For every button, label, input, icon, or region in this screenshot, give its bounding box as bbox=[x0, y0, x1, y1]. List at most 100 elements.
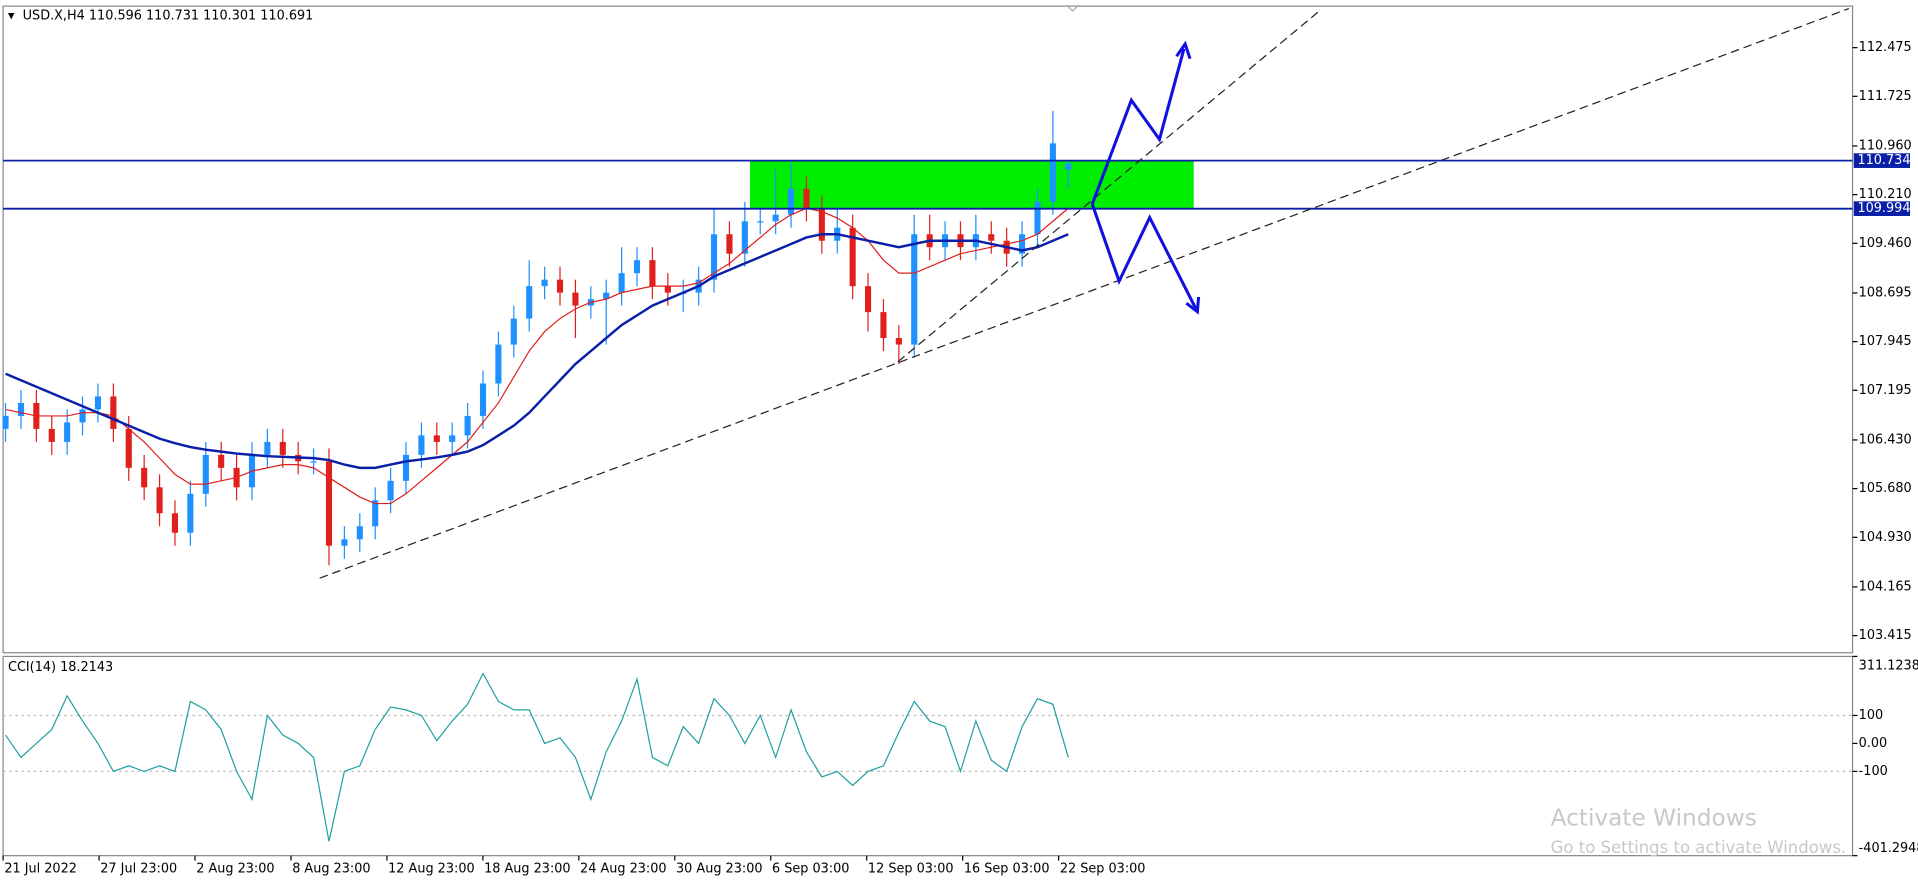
cci-line bbox=[5, 672, 1069, 842]
candle-body bbox=[495, 344, 502, 384]
candle-body bbox=[218, 454, 225, 468]
trend-line bbox=[897, 9, 1322, 363]
candle-body bbox=[664, 286, 671, 293]
candle-body bbox=[141, 467, 148, 488]
drawings bbox=[319, 4, 1850, 579]
main-panel bbox=[2, 5, 1854, 654]
level-label: 109.994 bbox=[1857, 201, 1910, 216]
candle-body bbox=[479, 383, 487, 416]
candle-body bbox=[633, 260, 641, 274]
candle-body bbox=[48, 428, 55, 442]
watermark-subtitle: Go to Settings to activate Windows. bbox=[1551, 838, 1847, 857]
candle-body bbox=[1065, 163, 1072, 170]
watermark-title: Activate Windows bbox=[1551, 804, 1757, 831]
candle-body bbox=[433, 435, 440, 442]
chart-title: USD.X,H4 110.596 110.731 110.301 110.691 bbox=[23, 8, 314, 23]
candle-body bbox=[341, 539, 348, 546]
y-tick-label: 110.960 bbox=[1859, 138, 1912, 153]
mark-layer: 112.475 111.725 110.960 110.210 109.460 108.6… bbox=[2, 40, 1918, 877]
y-tick-label: 108.695 bbox=[1859, 285, 1912, 300]
moving-average bbox=[5, 233, 1069, 470]
candle-body bbox=[387, 480, 394, 501]
arrow-head bbox=[1175, 40, 1192, 60]
y-tick-label: -401.2948 bbox=[1859, 841, 1918, 856]
candle-body bbox=[510, 318, 517, 345]
candle-body bbox=[772, 214, 779, 222]
x-tick-label: 16 Sep 03:00 bbox=[964, 862, 1050, 877]
candle-body bbox=[1049, 143, 1056, 202]
forecast-arrow bbox=[1090, 48, 1186, 205]
triangle-icon: ▾ bbox=[8, 8, 15, 23]
candle-body bbox=[156, 487, 163, 514]
level-tag bbox=[1853, 201, 1911, 216]
candle-body bbox=[325, 461, 333, 546]
y-tick-label: 109.460 bbox=[1859, 236, 1912, 251]
candle-body bbox=[110, 396, 117, 429]
y-tick-label: 106.430 bbox=[1859, 432, 1912, 447]
candle-body bbox=[1019, 234, 1026, 254]
candle-body bbox=[757, 221, 764, 223]
candle-body bbox=[125, 428, 132, 468]
candle-body bbox=[618, 273, 625, 293]
candle-body bbox=[787, 188, 795, 215]
y-tick-label: 103.415 bbox=[1859, 628, 1912, 643]
shift-marker bbox=[1066, 4, 1080, 12]
candle-body bbox=[556, 279, 564, 293]
cci-title: CCI(14) 18.2143 bbox=[8, 660, 113, 675]
x-tick-label: 30 Aug 23:00 bbox=[676, 862, 763, 877]
y-tick-label: 0.00 bbox=[1859, 736, 1888, 751]
zone-layer bbox=[749, 160, 1194, 209]
candle-body bbox=[372, 500, 379, 527]
candle-body bbox=[418, 435, 425, 455]
x-tick-label: 22 Sep 03:00 bbox=[1060, 862, 1146, 877]
candle-body bbox=[310, 461, 317, 463]
forecast-arrow bbox=[1090, 203, 1198, 310]
x-tick-label: 18 Aug 23:00 bbox=[484, 862, 571, 877]
supply-zone bbox=[749, 160, 1194, 209]
candle-body bbox=[187, 493, 194, 533]
candle-body bbox=[572, 292, 579, 306]
candle-body bbox=[911, 234, 918, 345]
candle-body bbox=[356, 526, 363, 540]
x-tick-label: 12 Aug 23:00 bbox=[388, 862, 475, 877]
level-label: 110.734 bbox=[1857, 153, 1910, 168]
y-tick-label: 100 bbox=[1859, 708, 1884, 723]
candle-body bbox=[849, 227, 856, 287]
candle-body bbox=[988, 234, 995, 241]
y-tick-label: 104.165 bbox=[1859, 579, 1912, 594]
candle-body bbox=[541, 279, 548, 287]
candle-body bbox=[864, 286, 872, 313]
candle-body bbox=[402, 454, 410, 481]
y-tick-label: 107.195 bbox=[1859, 383, 1912, 398]
y-tick-label: 111.725 bbox=[1859, 89, 1912, 104]
candle-body bbox=[526, 286, 533, 319]
candle-body bbox=[449, 435, 456, 442]
moving-average bbox=[5, 207, 1069, 505]
candle-body bbox=[649, 260, 656, 287]
candle-body bbox=[94, 396, 102, 410]
arrow-head bbox=[1185, 296, 1201, 315]
candle-body bbox=[464, 415, 471, 436]
trend-line bbox=[319, 7, 1850, 579]
x-tick-label: 6 Sep 03:00 bbox=[772, 862, 849, 877]
y-tick-label: 105.680 bbox=[1859, 481, 1912, 496]
x-tick-label: 27 Jul 23:00 bbox=[100, 862, 177, 877]
x-tick-label: 2 Aug 23:00 bbox=[196, 862, 274, 877]
candle-body bbox=[64, 422, 71, 442]
candle-body bbox=[2, 415, 9, 429]
candle-body bbox=[726, 234, 733, 254]
candle-body bbox=[603, 292, 610, 300]
candle-body bbox=[264, 441, 271, 455]
y-tick-label: 110.210 bbox=[1859, 187, 1912, 202]
x-tick-label: 24 Aug 23:00 bbox=[580, 862, 667, 877]
x-tick-label: 12 Sep 03:00 bbox=[868, 862, 954, 877]
candle-body bbox=[880, 312, 887, 339]
y-tick-label: 311.1238 bbox=[1859, 659, 1918, 674]
candle-body bbox=[202, 454, 209, 494]
y-tick-label: -100 bbox=[1859, 764, 1888, 779]
candle-body bbox=[895, 338, 902, 345]
candle-body bbox=[279, 441, 286, 455]
candle-body bbox=[741, 221, 748, 254]
candle-body bbox=[1034, 201, 1041, 235]
